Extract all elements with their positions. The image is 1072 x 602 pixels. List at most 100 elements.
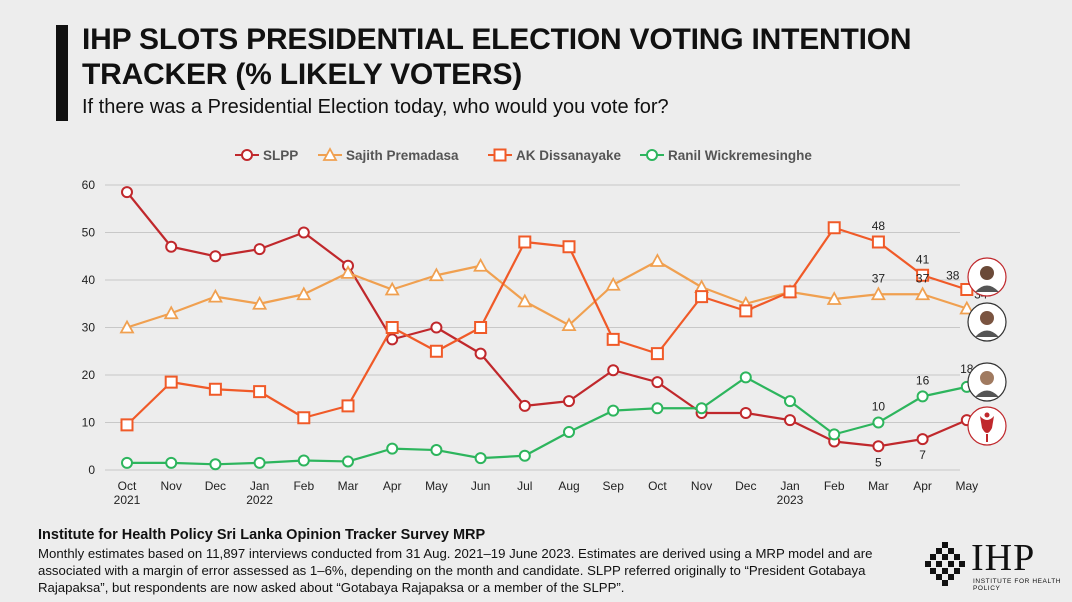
x-tick-label: May (955, 479, 978, 493)
data-point (342, 455, 354, 468)
data-point (253, 456, 266, 469)
data-point (739, 371, 752, 384)
series-line (127, 376, 968, 466)
data-point (430, 444, 443, 457)
slpp-party-logo-icon (967, 406, 1007, 446)
data-point (164, 375, 178, 389)
chart-title: IHP SLOTS PRESIDENTIAL ELECTION VOTING I… (82, 23, 912, 91)
data-point (827, 221, 841, 235)
x-tick-label: Sep (603, 479, 625, 493)
x-tick-label: Jul (517, 479, 532, 493)
data-point (784, 414, 796, 427)
data-point (517, 293, 533, 308)
data-point (739, 304, 753, 318)
data-point (207, 288, 223, 303)
data-point (253, 385, 267, 399)
data-label: 48 (872, 219, 886, 233)
data-point (429, 344, 443, 358)
data-point (828, 428, 841, 441)
y-tick-label: 30 (82, 321, 96, 335)
data-point (649, 253, 665, 267)
candidate-avatar-ranil-wickremesinghe (967, 362, 1007, 402)
data-point (209, 458, 222, 471)
data-point (209, 250, 222, 263)
data-label: 10 (872, 400, 886, 414)
series-line (126, 226, 968, 426)
x-tick-label: 2022 (246, 493, 273, 507)
data-label: 16 (916, 373, 930, 387)
methodology-note: Monthly estimates based on 11,897 interv… (38, 546, 873, 595)
legend-item-slpp: SLPP (235, 148, 298, 163)
data-label: 41 (916, 252, 930, 266)
data-point (474, 452, 487, 465)
legend-label: Sajith Premadasa (346, 148, 459, 163)
x-tick-label: Mar (868, 479, 889, 493)
x-tick-label: Apr (383, 479, 402, 493)
candidate-avatar-sajith-premadasa (967, 302, 1007, 342)
series-sajith-premadasa (119, 253, 975, 334)
data-point (518, 449, 531, 462)
series-ak-dissanayake (120, 221, 974, 432)
logo-subtext: INSTITUTE FOR HEALTH POLICY (973, 578, 1062, 592)
data-point (651, 376, 664, 389)
data-point (959, 300, 975, 315)
data-point (386, 442, 399, 455)
avatar-body (975, 285, 999, 292)
data-point (252, 295, 268, 310)
y-tick-label: 0 (88, 463, 95, 477)
data-point (386, 333, 399, 346)
data-point (297, 454, 310, 467)
data-label: 37 (872, 271, 886, 285)
legend-item-ak-dissanayake: AK Dissanayake (488, 148, 622, 163)
data-point (916, 390, 929, 403)
x-tick-label: Dec (735, 479, 756, 493)
x-tick-label: 2023 (777, 493, 804, 507)
data-point (428, 267, 444, 282)
chart-subtitle: If there was a Presidential Election tod… (82, 96, 669, 118)
x-tick-label: Dec (205, 479, 226, 493)
data-point (518, 235, 532, 249)
data-point (165, 240, 178, 253)
y-tick-label: 40 (82, 273, 96, 287)
avatar-body (975, 390, 999, 397)
series-line (126, 191, 968, 448)
lotus-bud (984, 412, 990, 418)
x-tick-label: Apr (913, 479, 932, 493)
data-point (826, 291, 842, 305)
data-point (340, 264, 356, 279)
data-point (297, 411, 311, 425)
data-point (871, 235, 885, 249)
data-point (208, 382, 222, 396)
data-point (607, 404, 620, 417)
data-point (606, 332, 620, 346)
series-slpp (121, 186, 973, 453)
legend-item-ranil-wickremesinghe: Ranil Wickremesinghe (640, 148, 812, 163)
data-point (518, 399, 531, 412)
avatar-body (975, 330, 999, 337)
data-point (296, 286, 312, 301)
data-point (341, 399, 355, 413)
data-point (870, 286, 886, 301)
x-tick-label: Oct (118, 479, 137, 493)
series-ranil-wickremesinghe (121, 371, 973, 471)
y-tick-label: 20 (82, 368, 96, 382)
data-point (872, 416, 885, 429)
data-point (563, 395, 575, 408)
data-point (297, 226, 310, 239)
x-tick-label: Jan (780, 479, 799, 493)
data-point (474, 321, 488, 334)
data-point (384, 281, 400, 296)
data-point (253, 243, 266, 256)
data-point (561, 317, 577, 332)
y-tick-label: 50 (82, 226, 96, 240)
data-point (695, 290, 709, 304)
legend-label: Ranil Wickremesinghe (668, 148, 812, 163)
data-label: 37 (916, 271, 930, 285)
data-label: 5 (875, 455, 882, 469)
data-label: 7 (919, 448, 926, 462)
data-point (650, 347, 664, 361)
data-point (651, 402, 664, 415)
legend-marker (493, 148, 507, 162)
data-point (430, 321, 443, 334)
